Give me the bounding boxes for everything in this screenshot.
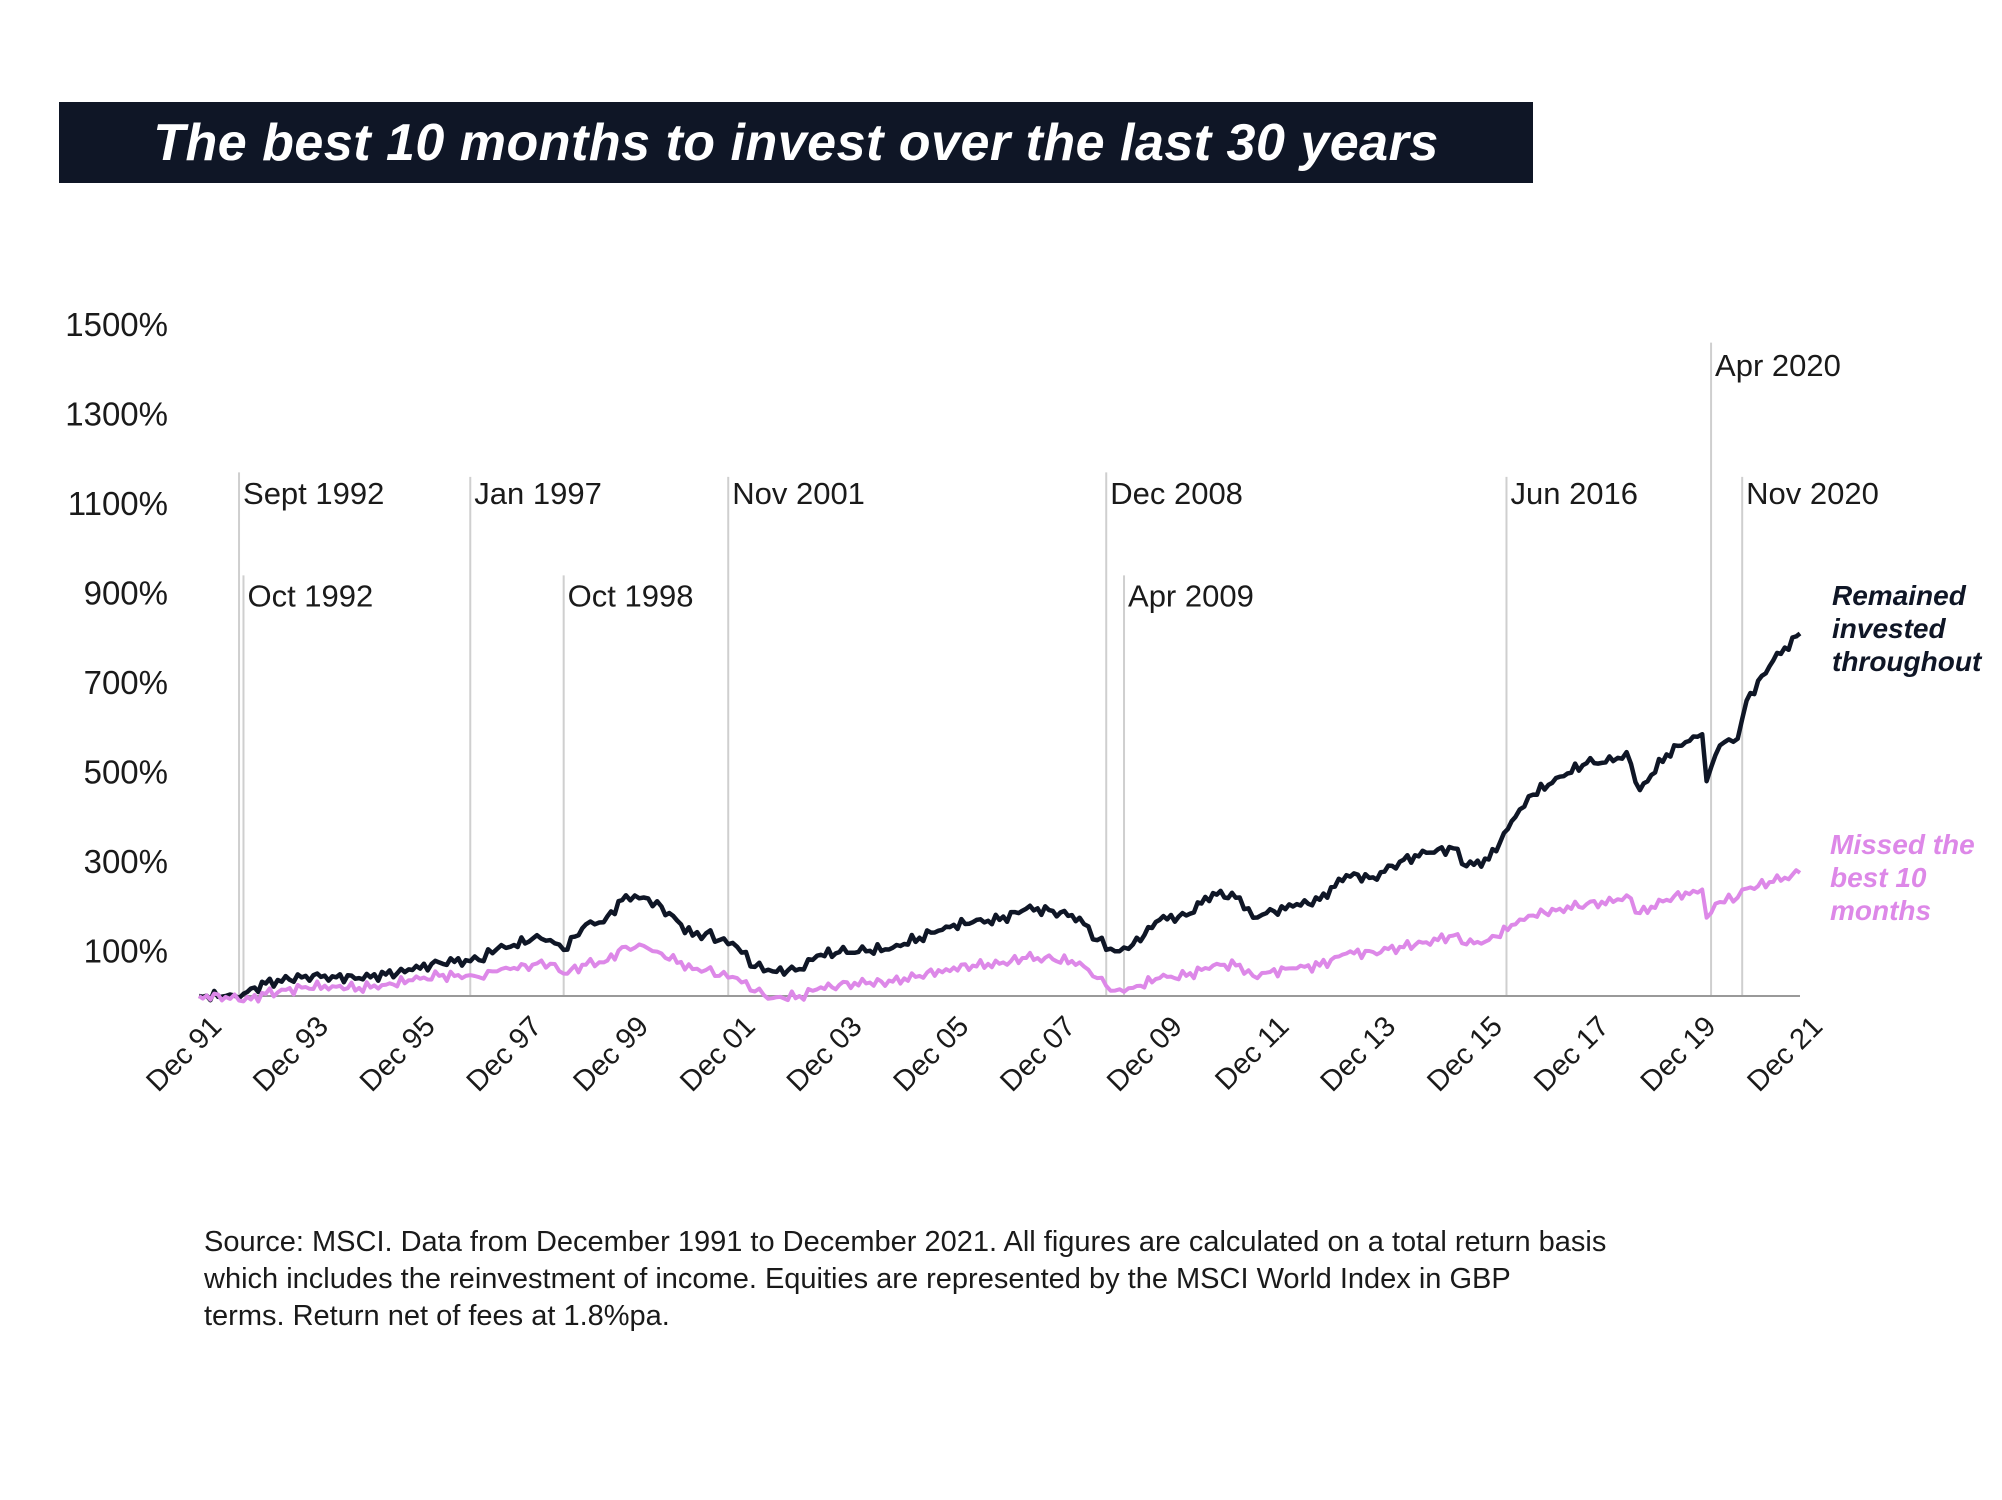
series-line-remained-invested xyxy=(198,631,1802,1003)
source-line-2: which includes the reinvestment of incom… xyxy=(204,1263,1511,1295)
series-label-1-line-1: best 10 xyxy=(1830,862,1927,893)
event-label-5: Dec 2008 xyxy=(1110,476,1243,511)
x-tick-label-3: Dec 97 xyxy=(461,1010,549,1098)
x-tick-label-13: Dec 17 xyxy=(1528,1010,1616,1098)
x-tick-label-6: Dec 03 xyxy=(781,1010,869,1098)
source-line-1: Source: MSCI. Data from December 1991 to… xyxy=(204,1226,1607,1258)
y-tick-label-0: 100% xyxy=(84,932,168,969)
event-label-8: Apr 2020 xyxy=(1715,348,1841,383)
y-tick-label-2: 500% xyxy=(84,753,168,790)
x-tick-label-14: Dec 19 xyxy=(1635,1010,1723,1098)
y-tick-label-4: 900% xyxy=(84,574,168,611)
series-line-missed-best-months xyxy=(197,868,1802,1004)
x-tick-label-2: Dec 95 xyxy=(354,1010,442,1098)
x-tick-label-1: Dec 93 xyxy=(247,1010,335,1098)
event-label-3: Oct 1998 xyxy=(568,579,694,614)
event-label-4: Nov 2001 xyxy=(732,476,865,511)
source-note: Source: MSCI. Data from December 1991 to… xyxy=(204,1224,1844,1335)
series-label-0-line-2: throughout xyxy=(1832,646,1983,677)
series-label-0-line-1: invested xyxy=(1832,613,1946,644)
event-label-0: Sept 1992 xyxy=(243,476,384,511)
x-tick-label-7: Dec 05 xyxy=(888,1010,976,1098)
event-label-9: Nov 2020 xyxy=(1746,476,1879,511)
event-label-1: Oct 1992 xyxy=(247,579,373,614)
series-label-1-line-0: Missed the xyxy=(1830,829,1975,860)
y-tick-label-5: 1100% xyxy=(68,485,168,522)
series-label-1-line-2: months xyxy=(1830,895,1931,926)
x-tick-label-0: Dec 91 xyxy=(140,1010,228,1098)
x-tick-label-15: Dec 21 xyxy=(1741,1010,1829,1098)
chart-title-banner: The best 10 months to invest over the la… xyxy=(59,102,1533,183)
y-tick-label-3: 700% xyxy=(84,664,168,701)
y-tick-label-1: 300% xyxy=(84,843,168,880)
event-label-6: Apr 2009 xyxy=(1128,579,1254,614)
x-tick-label-9: Dec 09 xyxy=(1101,1010,1189,1098)
y-tick-label-7: 1500% xyxy=(65,306,168,343)
chart-title: The best 10 months to invest over the la… xyxy=(153,113,1439,172)
y-tick-label-6: 1300% xyxy=(65,395,168,432)
event-label-2: Jan 1997 xyxy=(474,476,602,511)
x-tick-label-5: Dec 01 xyxy=(674,1010,762,1098)
series-label-0-line-0: Remained xyxy=(1832,580,1967,611)
source-line-3: terms. Return net of fees at 1.8%pa. xyxy=(204,1300,670,1332)
x-tick-label-12: Dec 15 xyxy=(1421,1010,1509,1098)
x-tick-label-4: Dec 99 xyxy=(567,1010,655,1098)
x-tick-label-8: Dec 07 xyxy=(994,1010,1082,1098)
event-label-7: Jun 2016 xyxy=(1510,476,1638,511)
x-tick-label-10: Dec 11 xyxy=(1209,1010,1295,1096)
x-tick-label-11: Dec 13 xyxy=(1315,1010,1403,1098)
